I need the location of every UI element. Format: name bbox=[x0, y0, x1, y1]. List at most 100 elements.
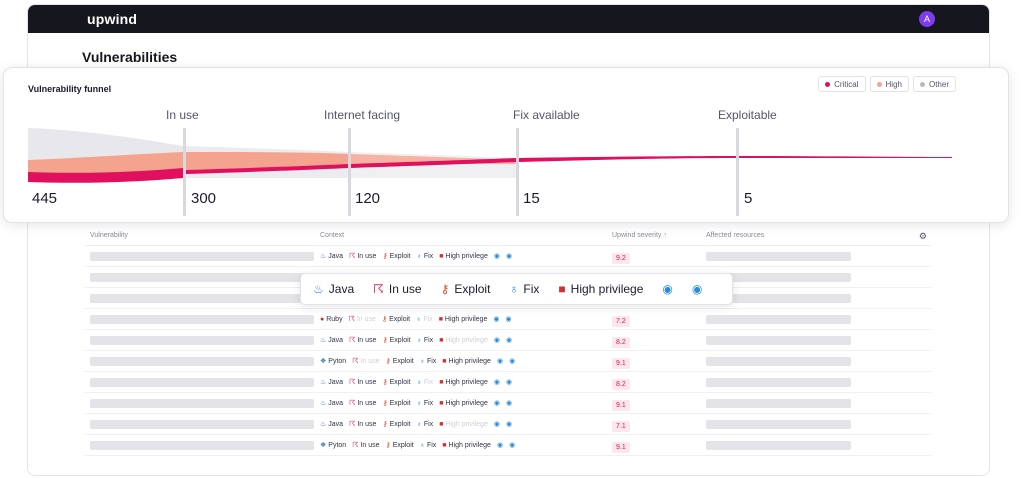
tag-label: Exploit bbox=[389, 252, 411, 260]
severity-cell: 7.2 bbox=[612, 310, 706, 328]
legend-high[interactable]: High bbox=[869, 76, 909, 92]
placeholder-bar bbox=[90, 440, 314, 450]
tag-exploit: ⚷ Exploit bbox=[382, 336, 411, 345]
resources-cell bbox=[706, 356, 906, 366]
legend-other[interactable]: Other bbox=[912, 76, 956, 92]
placeholder-bar bbox=[706, 272, 851, 282]
python-icon: ❖ bbox=[320, 358, 327, 365]
globe-icon: ◉ bbox=[496, 358, 504, 365]
tag-label: Fix bbox=[423, 399, 434, 407]
tag-label: Java bbox=[328, 420, 344, 428]
python-icon: ❖ bbox=[320, 442, 327, 449]
lock-icon: ■ bbox=[442, 357, 447, 365]
stage-label-exploitable: Exploitable bbox=[718, 108, 777, 122]
resources-cell bbox=[706, 419, 906, 429]
tag-in-use: ☈ In use bbox=[349, 420, 376, 429]
funnel-critical-area bbox=[28, 168, 183, 183]
tag-label: Exploit bbox=[392, 441, 414, 449]
lock-icon: ■ bbox=[442, 441, 447, 449]
tag-in-use: ☈ In use bbox=[349, 336, 376, 345]
bulb-icon: ♁ bbox=[416, 315, 422, 323]
bulb-icon: ♁ bbox=[419, 441, 425, 449]
bulb-icon: ♁ bbox=[416, 420, 422, 428]
tag-java: ♨ Java bbox=[313, 282, 354, 296]
globe-icon: ◉ bbox=[496, 442, 504, 449]
resources-cell bbox=[706, 377, 906, 387]
globe-icon: ◉ bbox=[493, 421, 500, 428]
tag-label: Pyton bbox=[328, 357, 347, 365]
key-icon: ⚷ bbox=[382, 421, 388, 428]
tag-exploit: ⚷ Exploit bbox=[382, 399, 410, 408]
resources-cell bbox=[706, 398, 906, 408]
legend-critical[interactable]: Critical bbox=[818, 76, 866, 92]
tag-label: In use bbox=[357, 399, 377, 407]
header-context[interactable]: Context bbox=[320, 232, 345, 239]
stage-label-internet-facing: Internet facing bbox=[324, 108, 401, 122]
lock-icon: ■ bbox=[439, 252, 444, 260]
header-severity[interactable]: Upwind severity ↑ bbox=[612, 232, 667, 239]
funnel-high-area bbox=[186, 152, 348, 170]
key-icon: ⚷ bbox=[382, 400, 388, 407]
tag-label: Exploit bbox=[454, 282, 491, 296]
stage-divider bbox=[183, 128, 186, 216]
placeholder-bar bbox=[706, 356, 851, 366]
table-row[interactable]: ♨ Java ☈ In use ⚷ Exploit ♁ Fix ■ High privil… bbox=[85, 246, 931, 267]
tag-fix: ♁ Fix bbox=[416, 316, 433, 323]
tag-fix: ♁ Fix bbox=[420, 358, 437, 365]
table-row[interactable]: ● Ruby ☈ In use ⚷ Exploit ♁ Fix ■ High privil… bbox=[85, 309, 931, 330]
ruby-icon: ● bbox=[320, 315, 325, 323]
bulb-icon: ♁ bbox=[416, 252, 422, 260]
column-settings-icon[interactable]: ⚙ bbox=[918, 231, 927, 241]
header-vulnerability[interactable]: Vulnerability bbox=[90, 232, 128, 239]
tag-label: Exploit bbox=[389, 336, 411, 344]
table-row[interactable]: ♨ Java ☈ In use ⚷ Exploit ♁ Fix ■ High privil… bbox=[85, 393, 931, 414]
tag-label: Exploit bbox=[389, 378, 411, 386]
tag-label: High privilege bbox=[445, 420, 488, 428]
context-tooltip: ♨ Java ☈ In use ⚷ Exploit ♁ Fix ■ High privil… bbox=[300, 273, 733, 305]
in-use-icon: ☈ bbox=[348, 316, 355, 323]
tag-in-use: ☈ In use bbox=[352, 357, 379, 366]
tag-fix: ♁ Fix bbox=[509, 282, 539, 296]
severity-badge: 7.1 bbox=[612, 421, 630, 432]
java-icon: ♨ bbox=[320, 379, 327, 386]
top-bar: upwind A bbox=[28, 5, 989, 33]
tag-label: High privilege bbox=[445, 336, 488, 344]
resources-cell bbox=[706, 251, 906, 261]
globe-icon: ◉ bbox=[493, 253, 500, 260]
tag-label: Fix bbox=[426, 441, 437, 449]
avatar[interactable]: A bbox=[919, 11, 935, 27]
vulnerability-cell bbox=[85, 293, 320, 303]
table-row[interactable] bbox=[85, 288, 931, 309]
tag-label: Java bbox=[328, 252, 344, 260]
tag-label: Fix bbox=[423, 252, 434, 260]
table-row[interactable]: ♨ Java ☈ In use ⚷ Exploit ♁ Fix ■ High privil… bbox=[85, 330, 931, 351]
vulnerability-cell bbox=[85, 272, 320, 282]
tag-in-use: ☈ In use bbox=[349, 399, 377, 408]
legend-label: Critical bbox=[834, 79, 859, 89]
table-row[interactable]: ❖ Pyton ☈ In use ⚷ Exploit ♁ Fix ■ High privi… bbox=[85, 351, 931, 372]
tag-fix: ♁ Fix bbox=[417, 400, 434, 407]
globe-icon: ◉ bbox=[662, 282, 673, 296]
lock-icon: ■ bbox=[439, 420, 444, 428]
tag-label: High privilege bbox=[570, 282, 644, 296]
header-resources[interactable]: Affected resources bbox=[706, 232, 765, 239]
tag-high-privilege: ■ High privilege bbox=[439, 421, 488, 428]
stage-label-fix-available: Fix available bbox=[513, 108, 580, 122]
severity-cell: 8.2 bbox=[612, 331, 706, 349]
key-icon: ⚷ bbox=[382, 337, 388, 344]
tag-high-privilege: ■ High privilege bbox=[439, 379, 488, 386]
table-row[interactable]: ♨ Java ☈ In use ⚷ Exploit ♁ Fix ■ High privil… bbox=[85, 414, 931, 435]
placeholder-bar bbox=[90, 314, 314, 324]
stage-divider bbox=[516, 128, 519, 216]
tag-high-privilege: ■ High privilege bbox=[442, 358, 491, 365]
placeholder-bar bbox=[90, 419, 314, 429]
tag-high-privilege: ■ High privilege bbox=[442, 442, 491, 449]
table-row[interactable]: ♨ Java ☈ In use ⚷ Exploit ♁ Fix ■ High privil… bbox=[85, 372, 931, 393]
key-icon: ⚷ bbox=[440, 282, 450, 296]
tag-language: ❖ Pyton bbox=[320, 441, 346, 450]
internet-facing-icon: ◉ bbox=[505, 337, 513, 344]
vulnerability-cell bbox=[85, 440, 320, 450]
context-cell: ♨ Java ☈ In use ⚷ Exploit ♁ Fix ■ High privil… bbox=[320, 399, 612, 408]
context-cell: ♨ Java ☈ In use ⚷ Exploit ♁ Fix ■ High privil… bbox=[320, 336, 612, 345]
table-row[interactable]: ❖ Pyton ☈ In use ⚷ Exploit ♁ Fix ■ High privi… bbox=[85, 435, 931, 456]
